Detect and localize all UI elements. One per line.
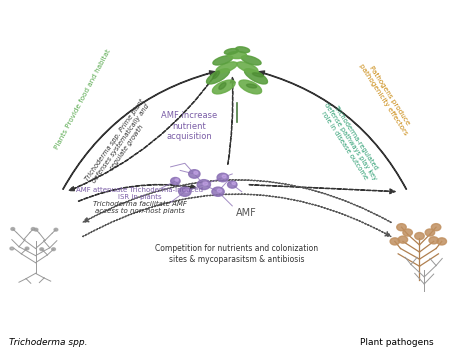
Ellipse shape xyxy=(237,62,258,73)
Ellipse shape xyxy=(207,69,229,84)
Text: AMF: AMF xyxy=(236,208,257,218)
Circle shape xyxy=(397,224,406,231)
Circle shape xyxy=(217,173,228,182)
FancyArrowPatch shape xyxy=(83,194,391,237)
Circle shape xyxy=(398,236,408,243)
Circle shape xyxy=(403,229,412,236)
Text: Plants Provide food and habitat: Plants Provide food and habitat xyxy=(54,48,112,151)
Circle shape xyxy=(25,247,29,250)
Ellipse shape xyxy=(239,80,262,94)
Circle shape xyxy=(171,178,180,185)
Ellipse shape xyxy=(224,49,238,54)
Circle shape xyxy=(189,170,200,178)
Ellipse shape xyxy=(219,83,226,89)
Text: Trichoderma spp.: Trichoderma spp. xyxy=(9,338,88,347)
Text: Pathogens produce
pathogenicity effectors: Pathogens produce pathogenicity effector… xyxy=(358,59,415,136)
Circle shape xyxy=(415,233,424,240)
Circle shape xyxy=(194,171,198,174)
FancyArrowPatch shape xyxy=(63,71,215,190)
Ellipse shape xyxy=(213,71,219,78)
Text: Trichoderma facilitate AMF
access to non-host plants: Trichoderma facilitate AMF access to non… xyxy=(93,201,187,214)
FancyArrowPatch shape xyxy=(259,71,407,189)
Circle shape xyxy=(40,248,44,251)
Circle shape xyxy=(425,229,435,236)
Circle shape xyxy=(222,175,226,178)
Text: Trichoderma spp. Prime plant
defenses systematically and
regulate growth: Trichoderma spp. Prime plant defenses sy… xyxy=(84,98,157,190)
Circle shape xyxy=(390,238,400,245)
Ellipse shape xyxy=(241,56,261,65)
Circle shape xyxy=(429,237,438,244)
Ellipse shape xyxy=(213,56,233,65)
Ellipse shape xyxy=(236,47,250,53)
Circle shape xyxy=(197,180,210,190)
Circle shape xyxy=(228,181,237,188)
Circle shape xyxy=(175,179,178,181)
Circle shape xyxy=(232,182,235,185)
FancyArrowPatch shape xyxy=(228,77,235,164)
Circle shape xyxy=(179,187,191,196)
Circle shape xyxy=(10,247,14,250)
FancyArrowPatch shape xyxy=(249,185,395,194)
FancyArrowPatch shape xyxy=(83,180,391,223)
Circle shape xyxy=(54,228,58,231)
Text: AMF increase
nutrient
acquisition: AMF increase nutrient acquisition xyxy=(162,111,218,141)
Ellipse shape xyxy=(228,51,246,59)
Text: Competition for nutrients and colonization
sites & mycoparasitsm & antibiosis: Competition for nutrients and colonizati… xyxy=(155,244,319,263)
Ellipse shape xyxy=(216,62,237,73)
FancyArrowPatch shape xyxy=(69,73,217,191)
Circle shape xyxy=(431,224,441,231)
FancyArrowPatch shape xyxy=(78,184,196,202)
Circle shape xyxy=(203,182,208,185)
Circle shape xyxy=(34,228,38,231)
Circle shape xyxy=(11,228,15,230)
Circle shape xyxy=(437,238,447,245)
Text: Trichoderma-regulated
defense pathways play key
role in disease outcome: Trichoderma-regulated defense pathways p… xyxy=(318,98,384,186)
Text: Plant pathogens: Plant pathogens xyxy=(360,338,434,347)
Text: AMF attenuate Trichoderma-induced
ISR in plants: AMF attenuate Trichoderma-induced ISR in… xyxy=(76,187,203,200)
Circle shape xyxy=(31,228,35,230)
Ellipse shape xyxy=(253,73,263,77)
Circle shape xyxy=(217,189,222,192)
Circle shape xyxy=(184,189,189,192)
Ellipse shape xyxy=(246,84,257,88)
Ellipse shape xyxy=(212,80,235,94)
Circle shape xyxy=(212,187,224,196)
Circle shape xyxy=(52,248,55,251)
Ellipse shape xyxy=(245,69,267,84)
